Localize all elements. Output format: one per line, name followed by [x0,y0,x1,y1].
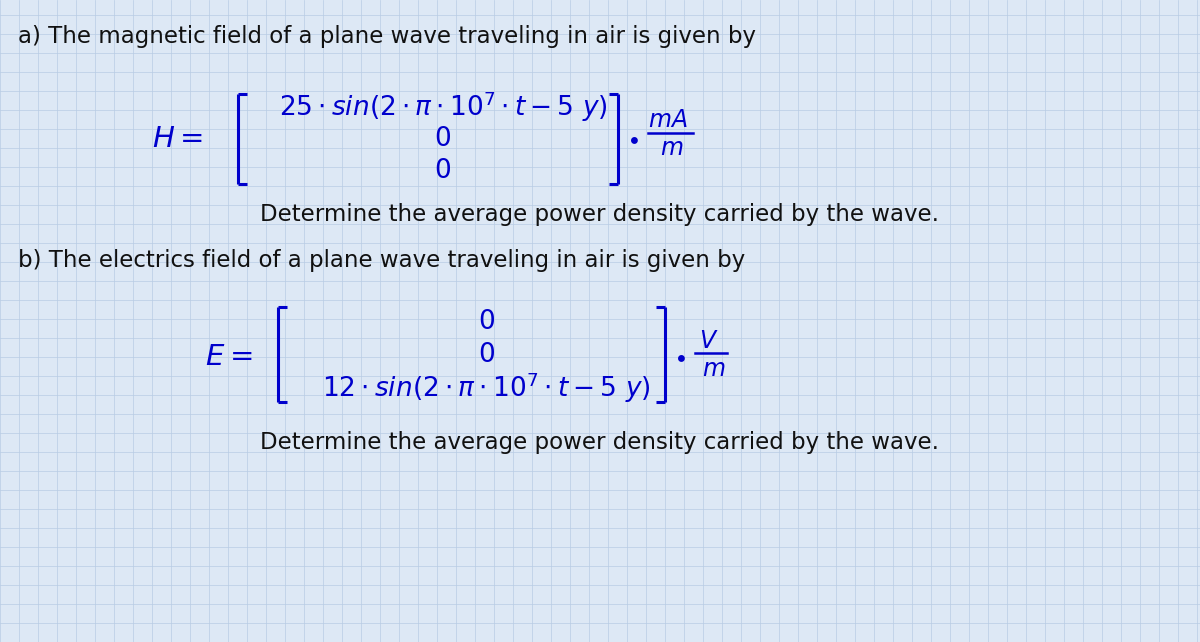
Text: $25 \cdot \mathit{sin}(2 \cdot \mathit{\pi} \cdot 10^7 \cdot \mathit{t}-5\ \math: $25 \cdot \mathit{sin}(2 \cdot \mathit{\… [278,90,607,125]
Text: $\mathit{m}$: $\mathit{m}$ [702,357,726,381]
Text: $\mathit{mA}$: $\mathit{mA}$ [648,108,688,132]
Text: $0$: $0$ [434,126,451,152]
Text: Determine the average power density carried by the wave.: Determine the average power density carr… [260,202,940,225]
Text: $\bullet$: $\bullet$ [626,127,638,151]
Text: $0$: $0$ [478,309,496,335]
Text: $\mathit{V}$: $\mathit{V}$ [698,329,719,353]
Text: Determine the average power density carried by the wave.: Determine the average power density carr… [260,431,940,453]
Text: $\bullet$: $\bullet$ [673,345,686,369]
Text: a) The magnetic field of a plane wave traveling in air is given by: a) The magnetic field of a plane wave tr… [18,25,756,48]
Text: $0$: $0$ [434,158,451,184]
Text: $\mathit{m}$: $\mathit{m}$ [660,136,684,160]
Text: $\mathit{E}=$: $\mathit{E}=$ [205,343,252,371]
Text: $\mathit{H}=$: $\mathit{H}=$ [152,125,203,153]
Text: $12 \cdot \mathit{sin}(2 \cdot \mathit{\pi} \cdot 10^7 \cdot \mathit{t}-5\ \math: $12 \cdot \mathit{sin}(2 \cdot \mathit{\… [322,370,650,405]
Text: $0$: $0$ [478,342,496,368]
Text: b) The electrics field of a plane wave traveling in air is given by: b) The electrics field of a plane wave t… [18,249,745,272]
